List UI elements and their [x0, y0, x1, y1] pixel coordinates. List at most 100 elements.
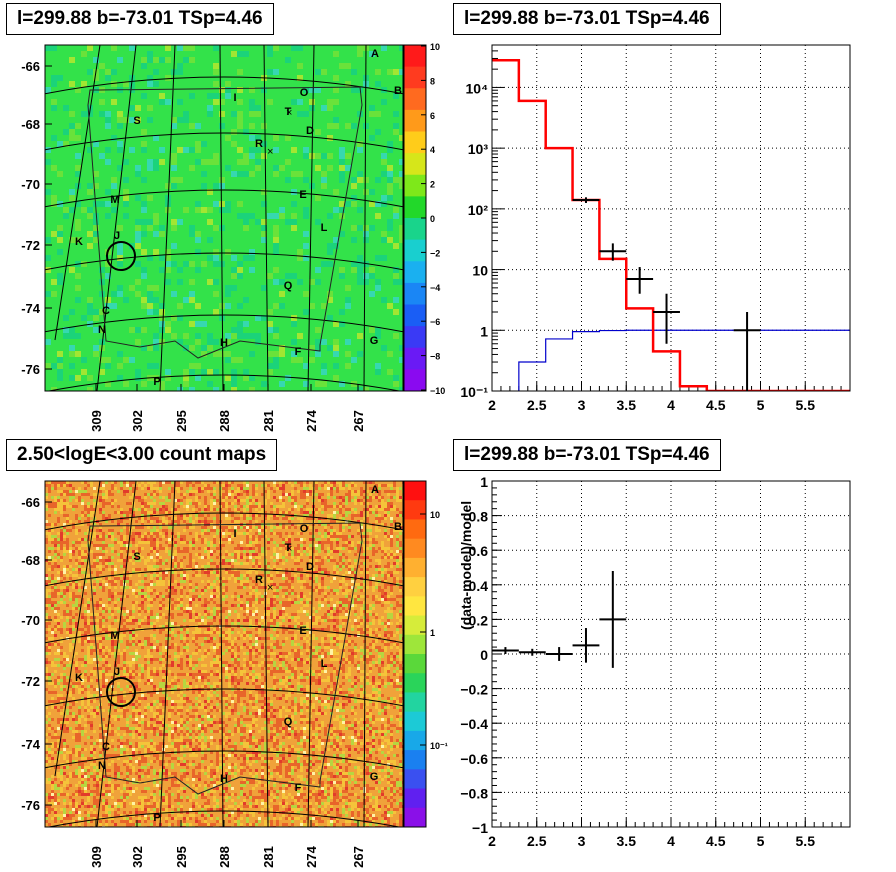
latitude-line [46, 810, 402, 827]
colorbar-step [404, 788, 426, 809]
colorbar-step [404, 304, 426, 327]
y-tick-label: 0.6 [469, 543, 489, 559]
source-circle [106, 677, 136, 707]
position-marker: × [286, 107, 292, 119]
spectrum-title: l=299.88 b=-73.01 TSp=4.46 [453, 3, 721, 35]
region-label: D [306, 125, 314, 137]
longitude-line [263, 481, 269, 827]
region-label: N [98, 324, 106, 336]
colorbar-step [404, 673, 426, 693]
position-marker: × [267, 146, 273, 158]
y-tick-label: 1 [480, 323, 488, 339]
region-label: C [102, 305, 110, 317]
region-label: P [153, 376, 160, 388]
x-tick-label: 3.5 [617, 833, 637, 849]
x-tick-label: 4 [667, 397, 675, 413]
region-label: T [285, 106, 292, 118]
position-marker: × [286, 543, 292, 555]
map-area: × × A B I OT S D R M E K J L Q CN H F G P [45, 45, 403, 391]
region-label: C [102, 741, 110, 753]
x-tick-label: 5.5 [796, 397, 816, 413]
longitude-line [96, 45, 137, 391]
colorbar-step [404, 500, 426, 520]
colorbar-step [404, 347, 426, 370]
ts-map-panel: × × A B I OT S D R M E K J L Q CN H F G P -66 -68 -70 -72 -74 -76… [21, 42, 445, 432]
region-label: H [220, 773, 228, 785]
background-model-line [518, 329, 850, 391]
region-label: J [114, 230, 120, 242]
map-pixels [45, 481, 403, 827]
plot-frame [491, 480, 851, 828]
colorbar-step [404, 88, 426, 111]
region-label: E [299, 189, 306, 201]
colorbar-label: 10⁻¹ [430, 741, 448, 751]
y-tick-label: 10³ [468, 141, 489, 157]
region-label: R [255, 574, 263, 586]
x-tick-label: 2 [488, 833, 496, 849]
residual-title: l=299.88 b=-73.01 TSp=4.46 [453, 439, 721, 471]
data-point [599, 243, 627, 261]
y-tick-label: -72 [21, 674, 40, 689]
colorbar-label: −6 [430, 317, 440, 327]
longitude-line [307, 45, 315, 391]
region-label: I [233, 528, 236, 540]
y-tick-label: −0.8 [460, 785, 488, 801]
y-tick-label: 10² [468, 202, 489, 218]
y-tick-label: -68 [21, 117, 40, 132]
x-tick-label: 2.5 [527, 833, 547, 849]
y-tick-label: -68 [21, 553, 40, 568]
colorbar-step [404, 174, 426, 197]
source-circle [106, 241, 136, 271]
region-label: M [110, 630, 119, 642]
colorbar-frame [403, 44, 427, 392]
region-label: S [133, 551, 140, 563]
x-tick-label: 4 [667, 833, 675, 849]
region-label: N [98, 760, 106, 772]
region-label: E [299, 625, 306, 637]
count-map-panel: × × A B I OT S D R M E K J L Q CN H F G P -66 -68 -70 -72 -74 -76… [21, 480, 448, 868]
region-label: S [133, 115, 140, 127]
latitude-line [45, 568, 403, 587]
colorbar-step [404, 66, 426, 89]
colorbar-step [404, 282, 426, 305]
longitude-line [263, 45, 269, 391]
region-label: T [285, 542, 292, 554]
longitude-line [54, 45, 101, 341]
residual-point [572, 628, 600, 663]
region-label: B [394, 521, 402, 533]
y-tick-label: 0.2 [469, 612, 489, 628]
colorbar-step [404, 807, 426, 828]
residual-point [492, 647, 519, 654]
colorbar-label: 8 [430, 76, 435, 86]
residual-panel: 2 2.5 3 3.5 4 4.5 5 5.5 1 0.8 0.6 0.4 0.2 0 −0.2 −0.4 −0… [458, 474, 851, 849]
y-tick-label: -70 [21, 177, 40, 192]
y-tick-label: 0 [480, 647, 488, 663]
region-label: H [220, 337, 228, 349]
y-tick-label: 0.4 [469, 578, 489, 594]
data-point [733, 312, 761, 391]
y-tick-label: -76 [21, 362, 40, 377]
colorbar-step [404, 261, 426, 284]
region-label: Q [284, 280, 293, 292]
colorbar-frame [403, 480, 427, 828]
region-label: F [295, 782, 302, 794]
x-tick-label: 2 [488, 397, 496, 413]
colorbar-step [404, 326, 426, 349]
latitude-line [45, 314, 403, 333]
colorbar: 10 8 6 4 2 0 −2 −4 −6 −8 −10 [403, 42, 445, 396]
x-tick-label: 3 [578, 833, 586, 849]
colorbar-step [404, 750, 426, 770]
x-tick-label: 5.5 [796, 833, 816, 849]
colorbar-step [404, 711, 426, 732]
position-marker: × [267, 582, 273, 594]
y-tick-label: 10⁻¹ [460, 384, 488, 400]
colorbar-step [404, 153, 426, 176]
colorbar-step [404, 654, 426, 674]
longitude-line [219, 45, 224, 391]
x-tick-label: 309 [89, 410, 104, 432]
y-axis-label: (data-model)/model [458, 501, 474, 630]
residual-point [599, 570, 627, 668]
longitude-line [363, 45, 367, 391]
y-tick-label: −0.6 [460, 751, 488, 767]
